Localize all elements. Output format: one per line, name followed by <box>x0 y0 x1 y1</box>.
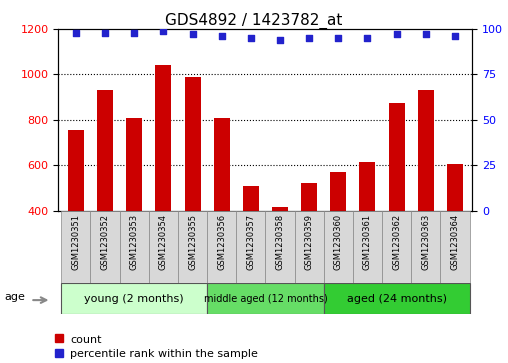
Text: GSM1230355: GSM1230355 <box>188 214 197 270</box>
Point <box>247 35 255 41</box>
Point <box>334 35 342 41</box>
Point <box>217 33 226 39</box>
Bar <box>447 164 463 211</box>
Text: GSM1230351: GSM1230351 <box>72 214 80 270</box>
Text: GSM1230356: GSM1230356 <box>217 214 226 270</box>
Bar <box>360 162 375 211</box>
Text: GSM1230357: GSM1230357 <box>246 214 256 270</box>
Bar <box>265 211 295 283</box>
Bar <box>440 211 469 283</box>
Text: young (2 months): young (2 months) <box>84 294 184 303</box>
Point <box>72 30 80 36</box>
Legend: count, percentile rank within the sample: count, percentile rank within the sample <box>54 334 259 359</box>
Text: GSM1230363: GSM1230363 <box>421 214 430 270</box>
Bar <box>155 65 171 211</box>
Text: GSM1230364: GSM1230364 <box>451 214 459 270</box>
Bar <box>207 211 236 283</box>
Text: middle aged (12 months): middle aged (12 months) <box>204 294 327 303</box>
Bar <box>236 211 265 283</box>
Point <box>305 35 313 41</box>
Point <box>130 30 138 36</box>
Bar <box>324 283 469 314</box>
Bar <box>389 103 405 211</box>
Bar <box>178 211 207 283</box>
Text: GSM1230358: GSM1230358 <box>275 214 284 270</box>
Bar <box>68 130 84 211</box>
Text: GSM1230359: GSM1230359 <box>305 214 313 270</box>
Text: GSM1230352: GSM1230352 <box>101 214 110 270</box>
Point <box>422 32 430 37</box>
Bar <box>126 118 142 211</box>
Bar <box>324 211 353 283</box>
Point <box>188 32 197 37</box>
Point <box>276 37 284 43</box>
Bar <box>90 211 120 283</box>
Point <box>363 35 371 41</box>
Bar <box>330 172 346 211</box>
Text: GSM1230361: GSM1230361 <box>363 214 372 270</box>
Bar <box>97 90 113 211</box>
Point <box>393 32 401 37</box>
Text: age: age <box>5 292 25 302</box>
Bar <box>353 211 382 283</box>
Point <box>160 28 168 34</box>
Point <box>101 30 109 36</box>
Bar <box>149 211 178 283</box>
Bar <box>382 211 411 283</box>
Bar <box>301 183 317 211</box>
Text: GDS4892 / 1423782_at: GDS4892 / 1423782_at <box>165 13 343 29</box>
Bar <box>207 283 324 314</box>
Bar <box>61 283 207 314</box>
Text: GSM1230353: GSM1230353 <box>130 214 139 270</box>
Bar <box>272 207 288 211</box>
Bar <box>243 185 259 211</box>
Text: GSM1230354: GSM1230354 <box>159 214 168 270</box>
Text: GSM1230362: GSM1230362 <box>392 214 401 270</box>
Bar <box>184 77 201 211</box>
Bar <box>214 118 230 211</box>
Bar <box>120 211 149 283</box>
Text: GSM1230360: GSM1230360 <box>334 214 343 270</box>
Text: aged (24 months): aged (24 months) <box>346 294 447 303</box>
Point <box>451 33 459 39</box>
Bar <box>418 90 434 211</box>
Bar <box>411 211 440 283</box>
Bar <box>61 211 90 283</box>
Bar <box>295 211 324 283</box>
